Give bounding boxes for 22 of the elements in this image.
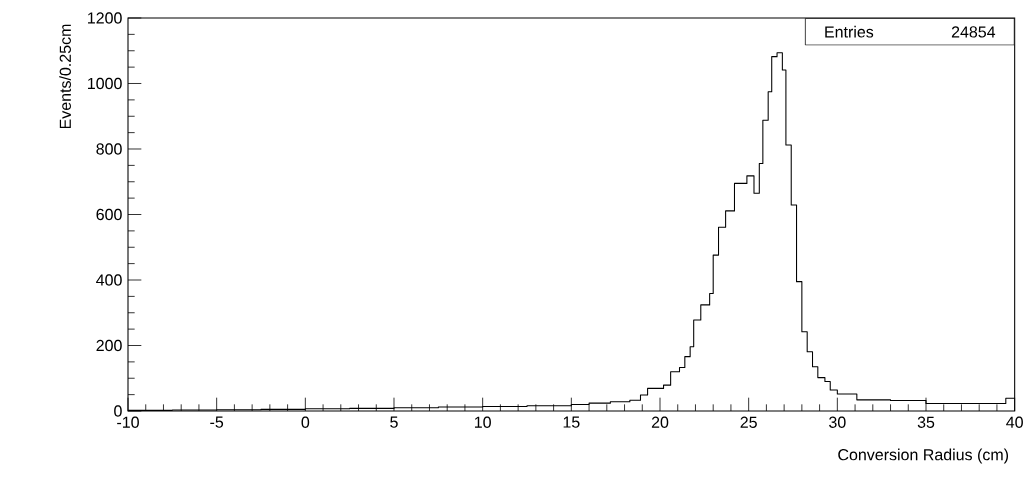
x-tick-label: 5	[390, 416, 398, 428]
x-tick-label: -10	[117, 416, 139, 428]
annotation: Entries	[825, 25, 874, 38]
y-tick-label: 1000	[88, 77, 122, 90]
x-axis-title: Conversion Radius (cm)	[838, 448, 1009, 464]
y-tick-label: 200	[96, 339, 122, 352]
x-tick-label: 20	[651, 416, 669, 428]
x-tick-label: 10	[474, 416, 491, 428]
x-tick-label: 35	[917, 416, 935, 428]
y-tick-label: 400	[96, 274, 122, 286]
y-tick-label: 0	[114, 405, 122, 417]
annotation: 24854	[951, 26, 996, 38]
x-tick-label: 40	[1006, 416, 1023, 428]
x-tick-label: 30	[829, 416, 846, 428]
x-tick-label: 0	[301, 416, 310, 428]
x-tick-label: -5	[210, 416, 224, 428]
y-tick-label: 800	[96, 143, 122, 155]
x-tick-label: 25	[740, 416, 757, 428]
x-tick-label: 15	[563, 416, 580, 428]
y-tick-label: 1200	[88, 12, 122, 24]
y-tick-label: 600	[96, 208, 122, 221]
y-axis-title: Events/0.25cm	[59, 24, 71, 129]
